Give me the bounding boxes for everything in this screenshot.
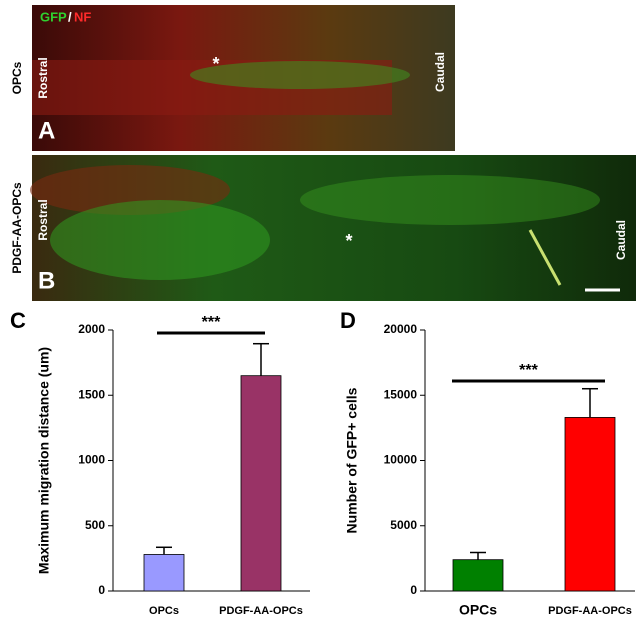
bar: [240, 375, 282, 592]
x-tick-label: PDGF-AA-OPCs: [548, 605, 632, 617]
gfp-region: [190, 61, 410, 89]
panel-letter: A: [38, 117, 55, 144]
bar: [143, 554, 185, 592]
gfp-region: [300, 175, 600, 225]
significance-label: ***: [519, 362, 538, 379]
y-axis-label: Number of GFP+ cells: [344, 387, 360, 533]
stain-label: GFP: [40, 9, 67, 24]
stain-label: NF: [74, 9, 91, 24]
asterisk: *: [345, 231, 352, 251]
streak: [528, 229, 562, 286]
y-tick-label: 0: [98, 583, 105, 597]
x-tick-label: PDGF-AA-OPCs: [219, 605, 303, 617]
y-tick-label: 20000: [384, 322, 418, 336]
y-tick-label: 1500: [78, 387, 105, 401]
end-label: Caudal: [433, 52, 447, 92]
end-label: Rostral: [36, 57, 50, 98]
asterisk: *: [212, 54, 219, 74]
row-label: OPCs: [10, 61, 24, 94]
bar: [564, 417, 616, 592]
x-tick-label: OPCs: [459, 602, 497, 618]
y-tick-label: 500: [85, 518, 105, 532]
y-tick-label: 2000: [78, 322, 105, 336]
end-label: Caudal: [614, 220, 628, 260]
y-tick-label: 10000: [384, 453, 418, 467]
y-tick-label: 5000: [390, 518, 417, 532]
panel-letter: C: [10, 308, 26, 333]
bar: [452, 559, 504, 592]
y-tick-label: 0: [410, 583, 417, 597]
end-label: Rostral: [36, 199, 50, 240]
y-tick-label: 1000: [78, 453, 105, 467]
row-label: PDGF-AA-OPCs: [10, 182, 24, 274]
y-axis-label: Maximum migration distance (um): [36, 347, 52, 574]
stain-label: /: [68, 9, 72, 24]
x-tick-label: OPCs: [149, 605, 179, 617]
panel-letter: B: [38, 267, 55, 294]
y-tick-label: 15000: [384, 387, 418, 401]
significance-label: ***: [202, 314, 221, 331]
panel-letter: D: [340, 308, 356, 333]
gfp-region: [50, 200, 270, 280]
